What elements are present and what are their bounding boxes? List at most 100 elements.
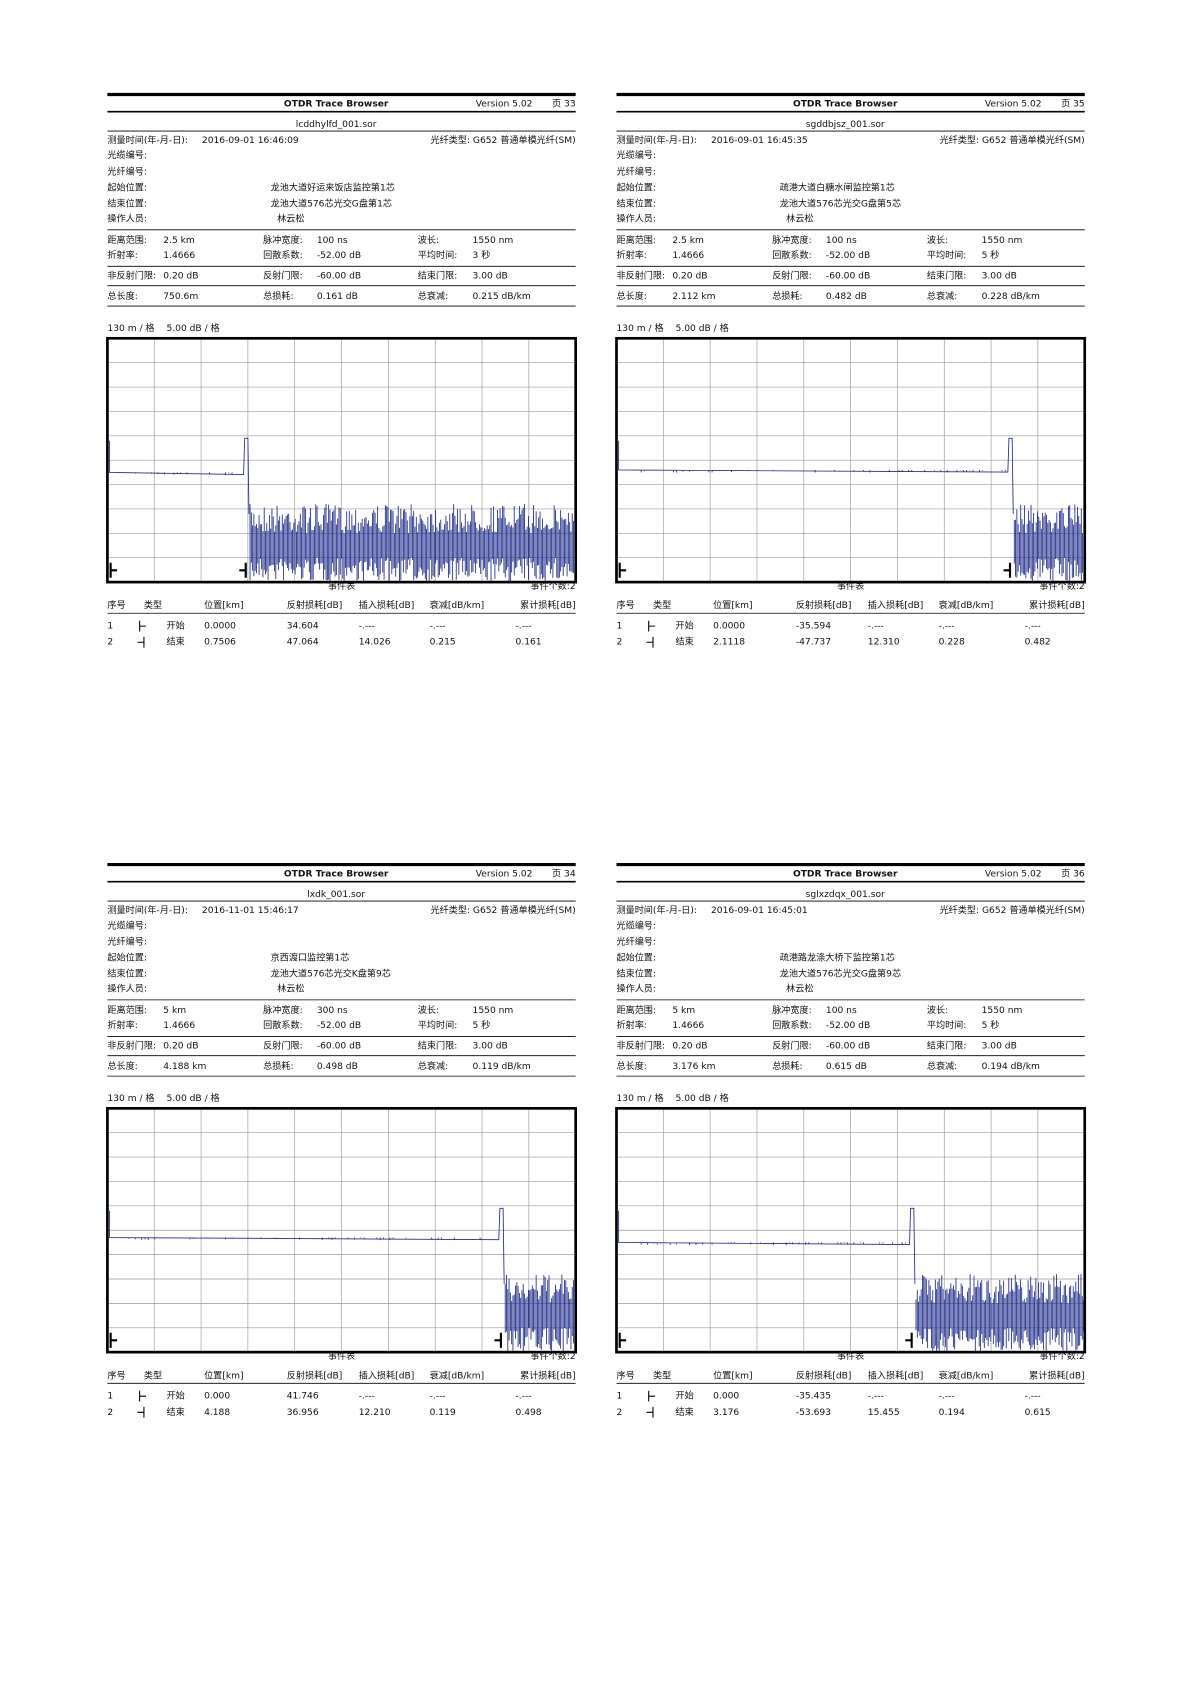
param-label: 平均时间: (418, 1019, 458, 1031)
column-header: 累计损耗[dB] (1029, 599, 1085, 611)
field-value: 龙池大道576芯光交G盘第1芯 (271, 198, 392, 210)
param-value: 2.5 km (672, 236, 704, 246)
time-value: 2016-09-01 16:45:01 (711, 906, 808, 916)
time-label: 测量时间(年-月-日): (107, 134, 188, 146)
param-value: 1.4666 (163, 1021, 195, 1031)
event-cell: -.--- (939, 1392, 955, 1402)
field-value: 疏港大道白糖水闸监控第1芯 (780, 181, 895, 193)
event-cell: 0.228 (939, 638, 965, 648)
column-header: 反射损耗[dB] (796, 599, 852, 611)
file-name: sglxzdqx_001.sor (806, 890, 885, 900)
param-label: 波长: (418, 234, 439, 246)
column-header: 插入损耗[dB] (359, 599, 415, 611)
column-header: 累计损耗[dB] (520, 1369, 576, 1381)
column-header: 插入损耗[dB] (868, 599, 924, 611)
plot-frame (106, 1107, 578, 1354)
param-label: 非反射门限: (107, 270, 156, 282)
param-label: 回散系数: (263, 249, 303, 261)
param-label: 距离范围: (616, 234, 656, 246)
event-type-icon (137, 1406, 145, 1418)
scale-x: 130 m / 格 (616, 1092, 663, 1104)
event-count: 事件个数:2 (1039, 580, 1084, 592)
param-value: 3.00 dB (473, 272, 508, 282)
file-name: sgddbjsz_001.sor (806, 120, 885, 130)
event-cell: 0.615 (1025, 1408, 1051, 1418)
param-label: 脉冲宽度: (772, 234, 812, 246)
field-label: 操作人员: (616, 983, 656, 995)
report-title: OTDR Trace Browser (793, 100, 898, 110)
param-label: 反射门限: (263, 270, 303, 282)
field-value: 林云松 (786, 213, 813, 225)
param-value: -52.00 dB (317, 251, 361, 261)
event-cell: -.--- (1025, 622, 1041, 632)
param-label: 总长度: (107, 1060, 137, 1072)
param-label: 总损耗: (772, 1060, 802, 1072)
param-value: 1550 nm (473, 1006, 514, 1016)
column-header: 位置[km] (204, 1369, 243, 1381)
param-label: 非反射门限: (107, 1040, 156, 1052)
event-cell: 0.498 (516, 1408, 542, 1418)
time-label: 测量时间(年-月-日): (616, 134, 697, 146)
event-cell: 0.7506 (204, 638, 236, 648)
field-value: 林云松 (786, 983, 813, 995)
scale-y: 5.00 dB / 格 (166, 1092, 219, 1104)
field-label: 操作人员: (107, 213, 147, 225)
param-value: -60.00 dB (826, 272, 870, 282)
param-value: 100 ns (317, 236, 348, 246)
event-type-icon (139, 620, 147, 632)
event-cell: 34.604 (287, 622, 319, 632)
time-value: 2016-09-01 16:46:09 (202, 136, 299, 146)
param-label: 距离范围: (107, 1004, 147, 1016)
event-cell: -.--- (516, 1392, 532, 1402)
field-label: 起始位置: (616, 181, 656, 193)
param-value: 5 km (163, 1006, 186, 1016)
event-cell: 36.956 (287, 1408, 319, 1418)
event-cell: -53.693 (796, 1408, 831, 1418)
trace (109, 437, 574, 582)
field-value: 林云松 (277, 213, 304, 225)
plot-frame (106, 336, 578, 584)
param-label: 总长度: (616, 290, 646, 302)
time-label: 测量时间(年-月-日): (107, 904, 188, 916)
event-cell: 开始 (676, 620, 694, 632)
event-marker (239, 562, 247, 578)
param-label: 波长: (927, 234, 948, 246)
page-number: 页 33 (552, 99, 576, 110)
column-header: 衰减[dB/km] (430, 1369, 485, 1381)
param-label: 结束门限: (927, 270, 967, 282)
param-label: 非反射门限: (616, 270, 665, 282)
event-cell: 0.000 (204, 1392, 230, 1402)
plot-frame (615, 1107, 1087, 1354)
field-label: 结束位置: (616, 968, 656, 980)
plot-frame (615, 336, 1087, 584)
scale-y: 5.00 dB / 格 (676, 1092, 729, 1104)
param-value: 0.119 dB/km (473, 1062, 531, 1072)
event-cell: 2 (616, 1408, 622, 1418)
param-label: 平均时间: (927, 249, 967, 261)
field-value: 京西渡口监控第1芯 (271, 951, 350, 963)
fiber-type: 光纤类型: G652 普通单模光纤(SM) (431, 904, 576, 916)
param-label: 平均时间: (927, 1019, 967, 1031)
param-value: 3 秒 (473, 249, 491, 261)
param-value: -60.00 dB (317, 1042, 361, 1052)
event-cell: 1 (107, 1392, 113, 1402)
report-panel: OTDR Trace Browser Version 5.02 页 33 lcddhy… (106, 92, 578, 648)
report-title: OTDR Trace Browser (284, 100, 389, 110)
param-label: 总损耗: (263, 290, 293, 302)
field-label: 起始位置: (107, 951, 147, 963)
param-label: 反射门限: (772, 270, 812, 282)
event-cell: 1 (616, 622, 622, 632)
event-marker (494, 1332, 503, 1348)
param-label: 总长度: (107, 290, 137, 302)
param-label: 脉冲宽度: (772, 1004, 812, 1016)
param-value: -60.00 dB (317, 272, 361, 282)
event-marker (109, 1332, 118, 1348)
scale-x: 130 m / 格 (616, 322, 663, 334)
event-type-icon (648, 620, 656, 632)
param-label: 结束门限: (418, 270, 458, 282)
trace (109, 1207, 574, 1352)
event-cell: 0.0000 (713, 622, 745, 632)
event-marker (618, 1332, 627, 1348)
param-value: 5 秒 (473, 1019, 491, 1031)
param-label: 总衰减: (927, 1060, 957, 1072)
